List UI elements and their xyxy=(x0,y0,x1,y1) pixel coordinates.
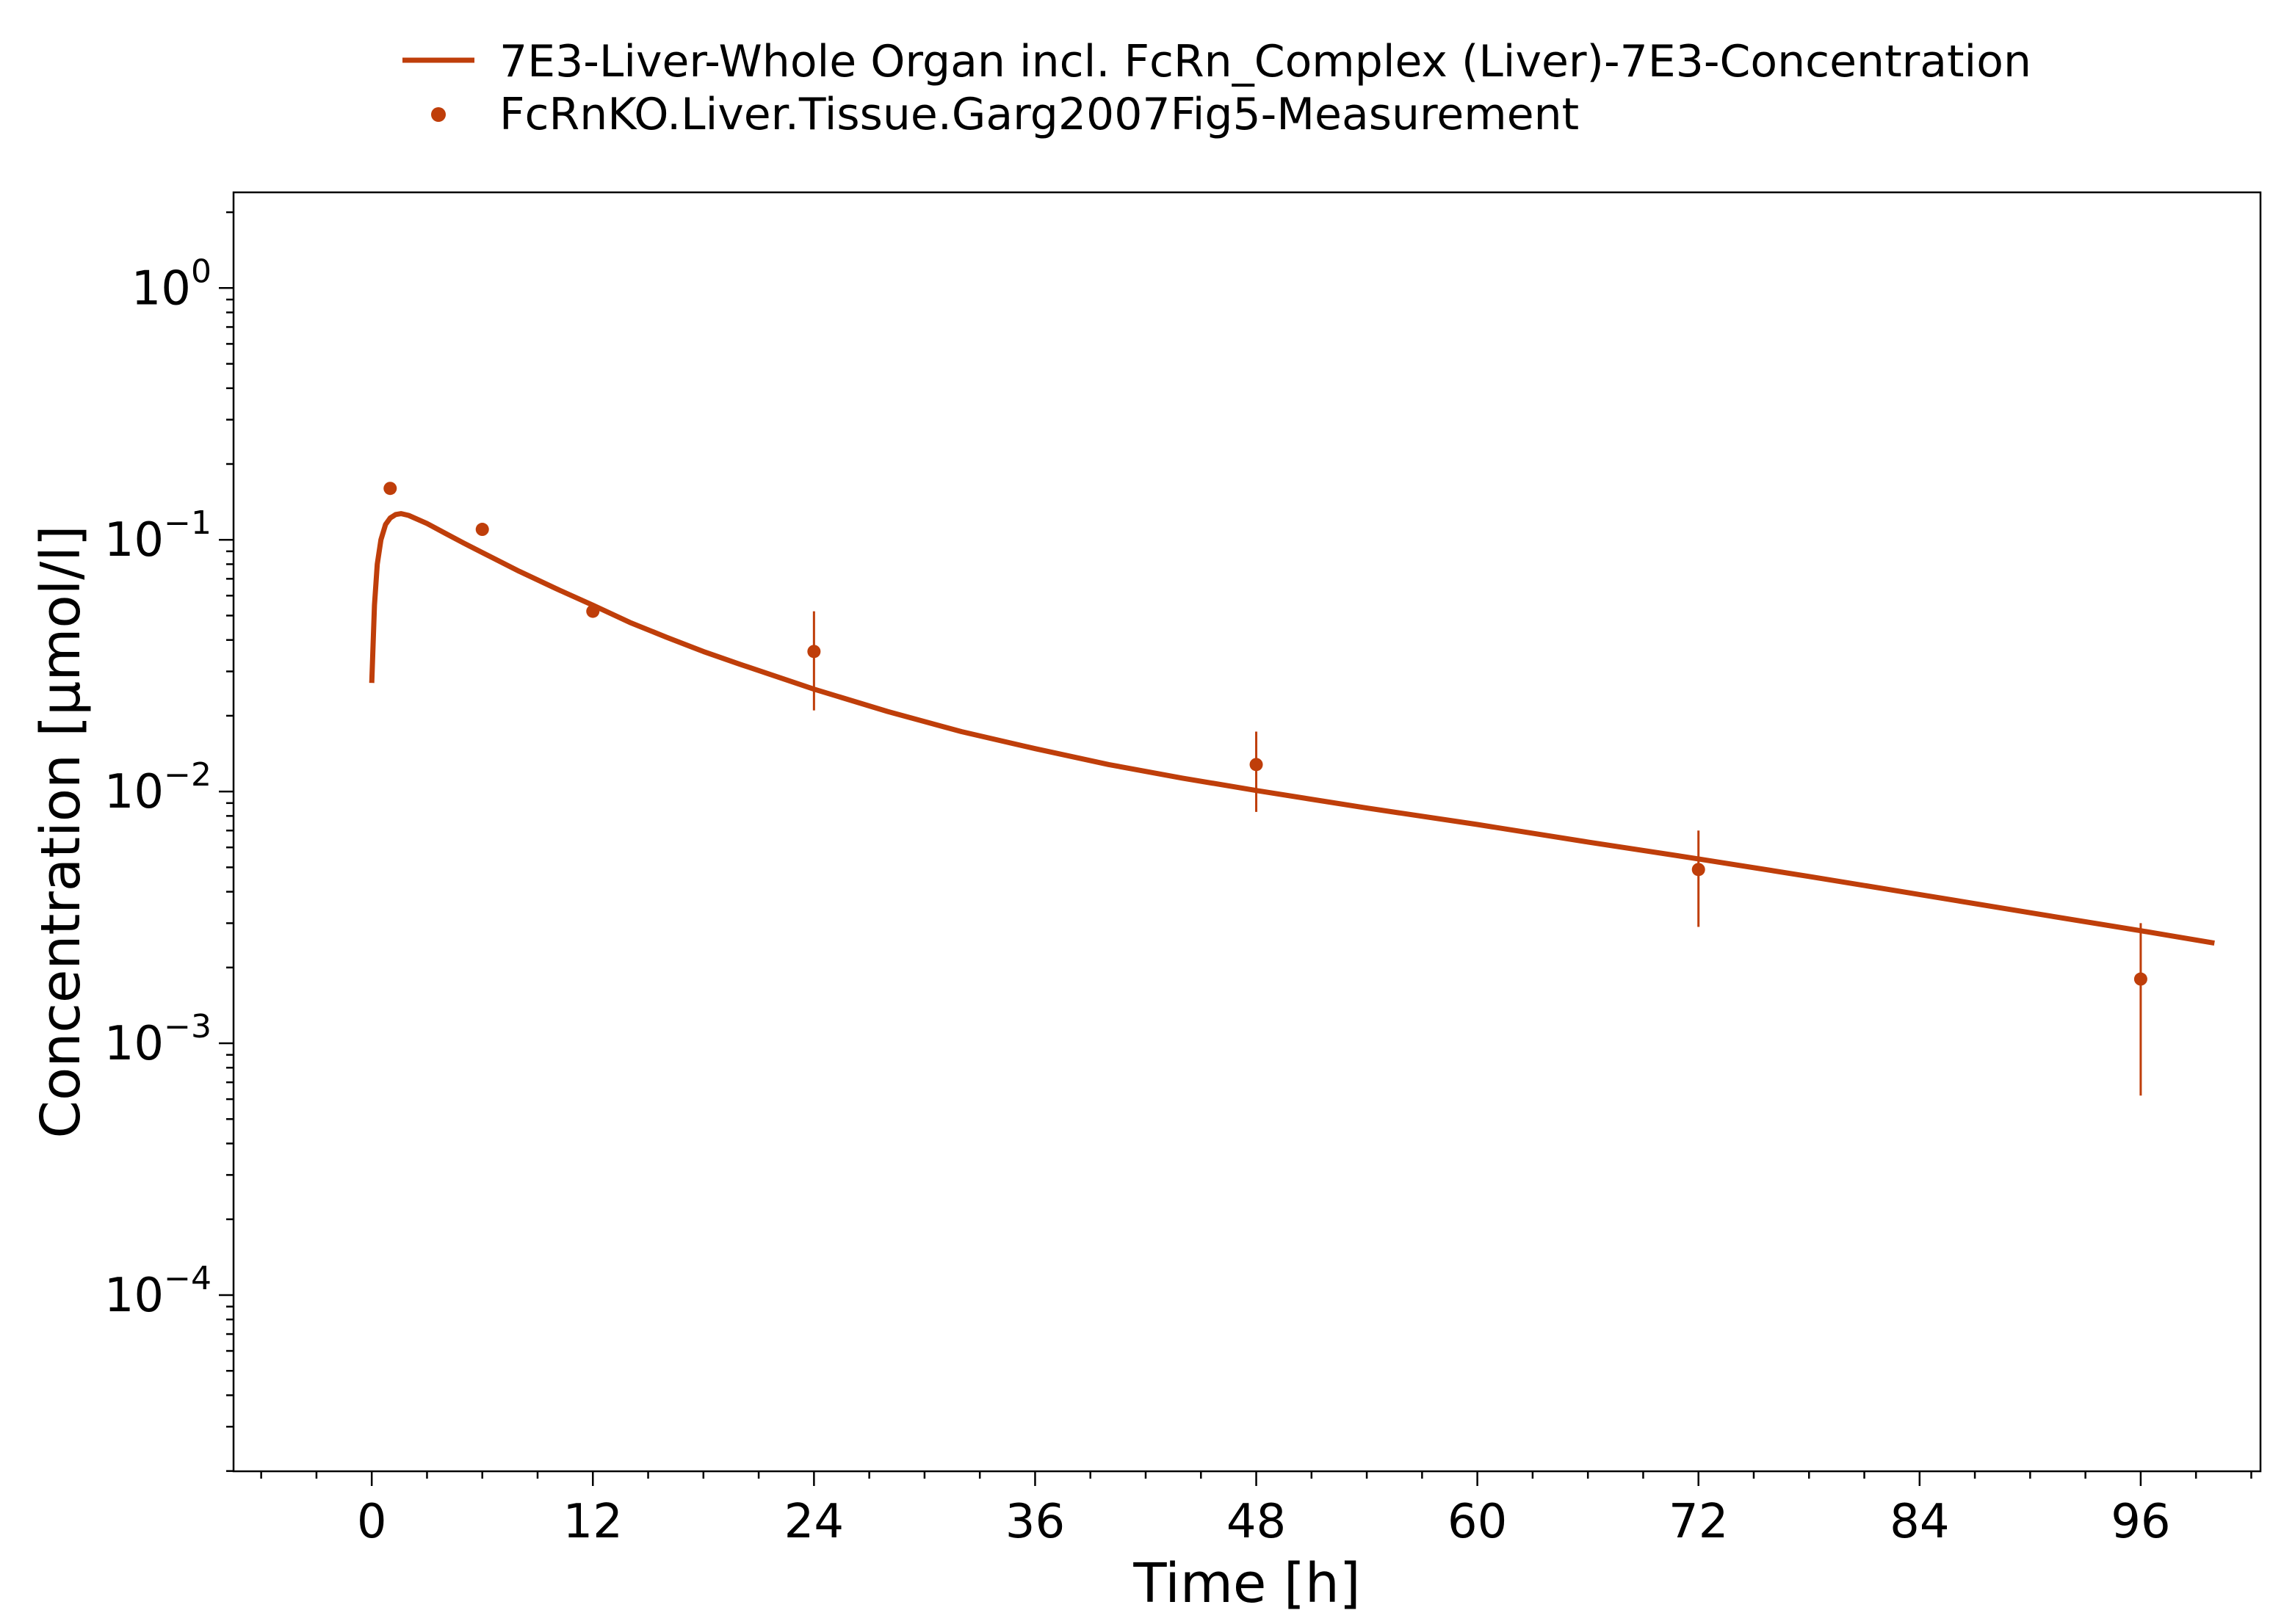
legend-marker-swatch xyxy=(431,107,446,122)
measurement-series xyxy=(383,482,2147,1096)
x-tick-label: 48 xyxy=(1226,1495,1286,1549)
legend-label-measurement: FcRnKO.Liver.Tissue.Garg2007Fig5-Measure… xyxy=(499,89,1579,140)
data-point xyxy=(383,482,397,496)
y-tick-label: 10−3 xyxy=(104,1008,212,1071)
y-tick-label: 100 xyxy=(131,253,212,316)
data-point xyxy=(1249,758,1263,772)
x-tick-label: 84 xyxy=(1890,1495,1949,1549)
plot-frame xyxy=(232,191,2262,1473)
x-axis-title: Time [h] xyxy=(1132,1552,1360,1615)
simulation-series xyxy=(369,511,2215,946)
y-axis: 100 10−1 10−2 10−3 10−4 xyxy=(104,211,234,1472)
data-point xyxy=(586,604,600,618)
data-point xyxy=(1691,863,1705,877)
x-tick-label: 96 xyxy=(2111,1495,2170,1549)
y-tick-label: 10−1 xyxy=(104,504,212,568)
x-axis: 0 12 24 36 48 60 72 84 96 xyxy=(260,1471,2252,1549)
simulation-line xyxy=(369,511,2215,946)
x-tick-label: 60 xyxy=(1448,1495,1507,1549)
x-tick-label: 72 xyxy=(1669,1495,1728,1549)
legend-label-simulation: 7E3-Liver-Whole Organ incl. FcRn_Complex… xyxy=(499,36,2031,87)
data-point xyxy=(807,645,821,659)
y-axis-title: Concentration [µmol/l] xyxy=(29,525,93,1138)
y-tick-label: 10−4 xyxy=(104,1260,212,1323)
data-point xyxy=(475,523,489,537)
x-tick-label: 12 xyxy=(563,1495,623,1549)
data-point xyxy=(2133,972,2147,986)
legend: 7E3-Liver-Whole Organ incl. FcRn_Complex… xyxy=(402,36,2031,140)
x-tick-label: 24 xyxy=(784,1495,844,1549)
x-tick-label: 36 xyxy=(1005,1495,1065,1549)
x-tick-label: 0 xyxy=(357,1495,387,1549)
y-tick-label: 10−2 xyxy=(104,756,212,819)
